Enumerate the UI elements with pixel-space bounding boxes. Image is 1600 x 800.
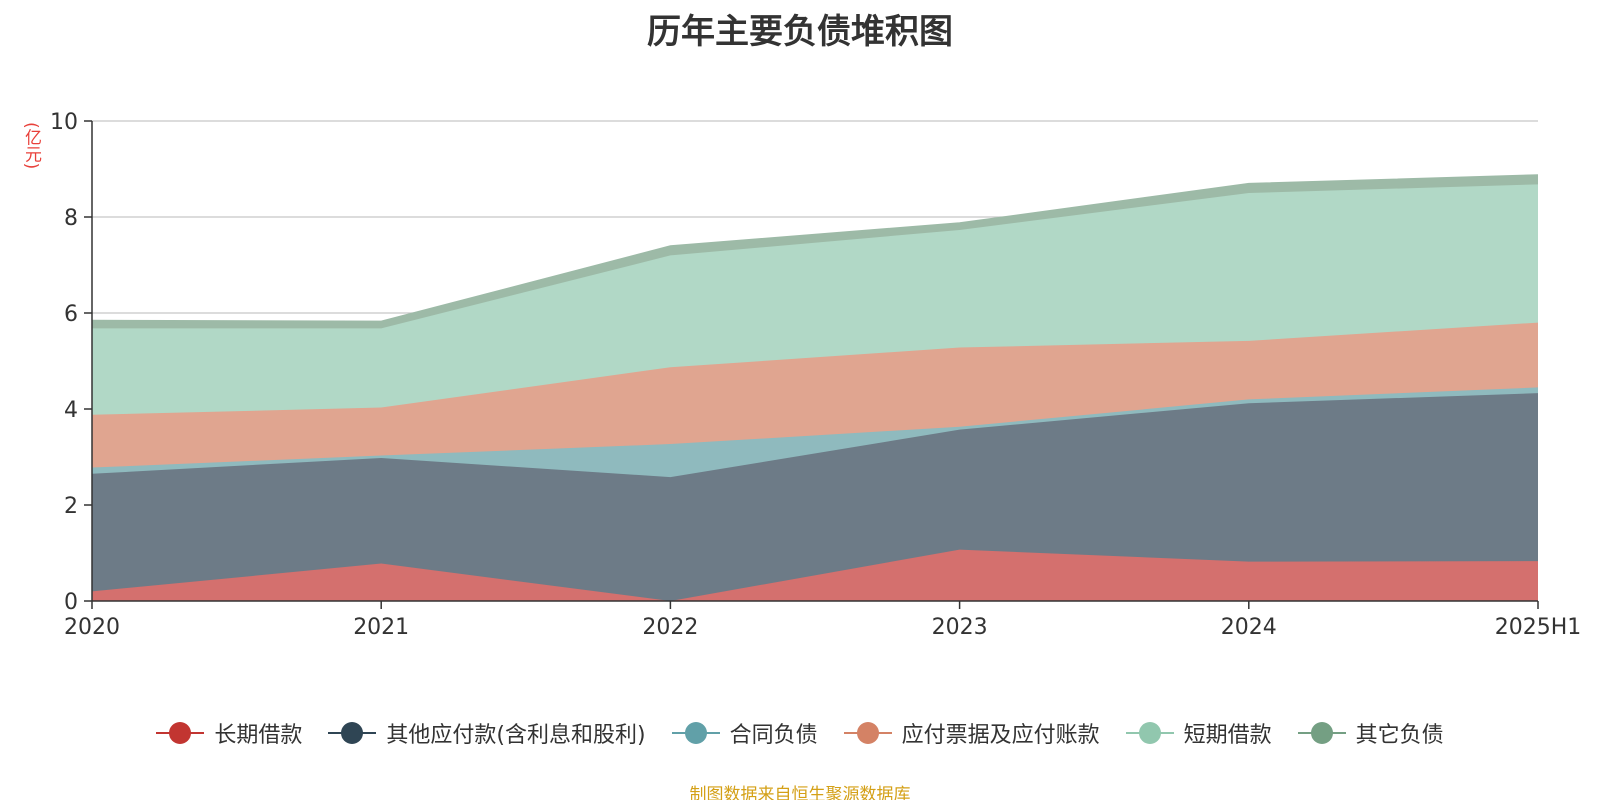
legend-swatch-icon [843, 721, 892, 745]
stacked-areas [91, 174, 1539, 602]
legend-label: 短期借款 [1183, 723, 1272, 748]
chart-plot-area: 0 2 4 6 8 10 2020 2021 2022 2023 2024 2025H1 [50, 110, 1581, 640]
area-edge-series-5 [91, 174, 1539, 322]
x-tick-label-2025H1: 2025H1 [1495, 615, 1582, 640]
legend-item-3[interactable]: 应付票据及应付账款 [843, 717, 1100, 749]
legend-label: 其它负债 [1355, 723, 1444, 748]
y-axis-unit-label: (亿元) [21, 122, 41, 170]
area-series-2 [92, 387, 1538, 478]
chart-title: 历年主要负债堆积图 [647, 12, 953, 52]
legend-item-5[interactable]: 其它负债 [1297, 717, 1444, 749]
axes: 0 2 4 6 8 10 2020 2021 2022 2023 2024 2025H1 [50, 110, 1581, 640]
y-tick-label-6: 6 [64, 302, 78, 327]
legend-item-1[interactable]: 其他应付款(含利息和股利) [328, 717, 646, 749]
legend-swatch-icon [671, 721, 720, 745]
y-tick-label-10: 10 [50, 110, 78, 135]
legend-swatch-icon [1125, 721, 1174, 745]
chart-legend: 长期借款 其他应付款(含利息和股利) 合同负债 应付票据及应付账款 短期借款 其它负债 [0, 717, 1600, 749]
y-tick-label-8: 8 [64, 206, 78, 231]
y-tick-label-4: 4 [64, 398, 78, 423]
legend-swatch-icon [156, 721, 205, 745]
legend-item-4[interactable]: 短期借款 [1125, 717, 1272, 749]
x-tick-label-2024: 2024 [1221, 615, 1277, 640]
x-tick-label-2023: 2023 [932, 615, 988, 640]
legend-swatch-icon [328, 721, 377, 745]
area-series-1 [92, 393, 1538, 601]
area-series-3 [92, 322, 1538, 468]
x-tick-label-2021: 2021 [353, 615, 409, 640]
legend-label: 其他应付款(含利息和股利) [386, 723, 646, 748]
legend-swatch-icon [1297, 721, 1346, 745]
data-source-note: 制图数据来自恒生聚源数据库 [689, 785, 911, 800]
legend-label: 应付票据及应付账款 [901, 723, 1100, 748]
legend-item-0[interactable]: 长期借款 [156, 717, 302, 749]
legend-item-2[interactable]: 合同负债 [671, 717, 818, 749]
legend-label: 合同负债 [729, 723, 818, 748]
area-series-4 [92, 184, 1538, 415]
y-tick-label-0: 0 [64, 590, 78, 615]
y-tick-label-2: 2 [64, 494, 78, 519]
legend-label: 长期借款 [214, 723, 303, 748]
x-tick-label-2020: 2020 [64, 615, 120, 640]
x-tick-label-2022: 2022 [642, 615, 698, 640]
